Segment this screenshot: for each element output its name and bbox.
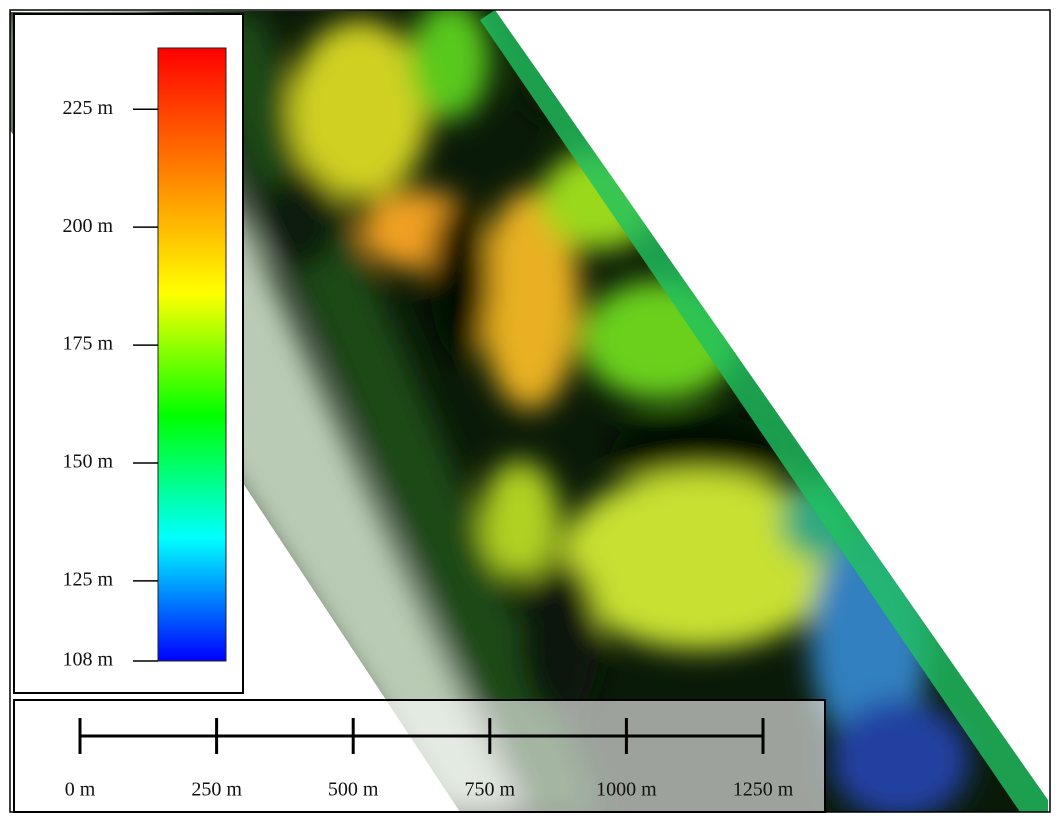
scale-tick-label: 750 m [465, 779, 516, 801]
scale-tick-label: 1250 m [733, 779, 794, 801]
colorbar [157, 47, 227, 662]
legend: 225 m 200 m 175 m 150 m 125 m 108 m [13, 13, 244, 694]
scale-tick-label: 500 m [328, 779, 379, 801]
scale-bar: 0 m 250 m 500 m 750 m 1000 m 1250 m [13, 699, 826, 813]
legend-tick-label: 225 m [62, 97, 113, 119]
elevation-raster [10, 10, 1048, 812]
scale-tick-label: 250 m [191, 779, 242, 801]
legend-tick-label: 200 m [62, 215, 113, 237]
scale-tick-label: 0 m [65, 779, 96, 801]
legend-tick-label: 150 m [62, 451, 113, 473]
scale-tick-label: 1000 m [596, 779, 657, 801]
scale-box [13, 699, 826, 813]
legend-tick-label: 125 m [62, 568, 113, 590]
legend-tick-label: 175 m [62, 333, 113, 355]
legend-tick-label: 108 m [62, 649, 113, 671]
